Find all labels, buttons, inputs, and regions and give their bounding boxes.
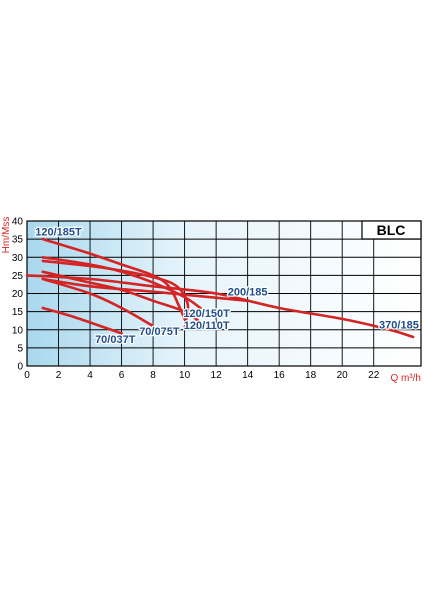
curve-label: 70/037T: [95, 334, 136, 346]
chart-title-box: [361, 220, 422, 240]
y-tick-label: 30: [12, 253, 24, 264]
tick-labels: 0 2 4 6 8 10 12 14 16 18 20 22 0 5 10 15 20 25 30 35 40: [12, 217, 380, 382]
y-tick-label: 40: [12, 217, 24, 228]
y-tick-label: 25: [12, 271, 24, 282]
curve-label: 120/110T: [184, 320, 230, 332]
series-line: [41, 277, 249, 303]
y-tick-label: 20: [12, 289, 24, 300]
x-tick-label: 20: [337, 370, 349, 381]
curve-label: 120/185T: [35, 227, 82, 239]
x-tick-label: 18: [305, 370, 317, 381]
series-line: [41, 306, 123, 335]
curve-label: 200/185: [228, 286, 268, 298]
x-tick-label: 2: [56, 370, 62, 381]
y-tick-label: 0: [17, 362, 23, 373]
series-lines: [25, 237, 415, 339]
x-axis-label: Q m³/h: [390, 373, 421, 384]
series-line: [41, 237, 186, 321]
curve-label: 370/185: [379, 320, 419, 332]
x-tick-label: 0: [24, 370, 30, 381]
y-tick-label: 15: [12, 307, 24, 318]
x-tick-label: 6: [119, 370, 125, 381]
x-tick-label: 8: [150, 370, 156, 381]
y-tick-label: 35: [12, 235, 24, 246]
y-axis-label: Hm/Mss: [1, 217, 12, 254]
x-tick-label: 12: [211, 370, 223, 381]
x-tick-label: 10: [179, 370, 191, 381]
series-line: [41, 259, 190, 328]
chart-title: BLC: [377, 222, 406, 238]
x-tick-label: 4: [87, 370, 93, 381]
series-line: [41, 277, 155, 328]
y-tick-label: 5: [17, 343, 23, 354]
curve-label: 120/150T: [183, 308, 230, 320]
x-tick-label: 22: [368, 370, 380, 381]
grid-lines: [27, 221, 421, 366]
x-tick-label: 14: [242, 370, 254, 381]
x-tick-label: 16: [274, 370, 286, 381]
y-tick-label: 10: [12, 325, 24, 336]
curve-label: 70/075T: [139, 326, 180, 338]
